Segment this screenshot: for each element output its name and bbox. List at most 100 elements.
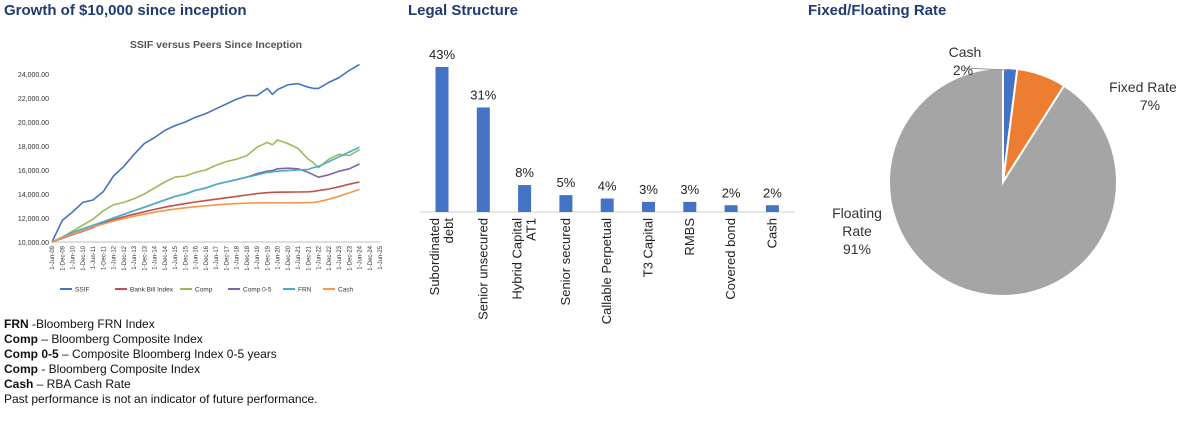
note-text: - Bloomberg Composite Index bbox=[38, 362, 201, 376]
bar-category-label: Hybrid CapitalAT1 bbox=[510, 218, 539, 300]
x-tick-label: 1-Dec-19 bbox=[265, 245, 271, 270]
x-tick-label: 1-Dec-09 bbox=[60, 245, 66, 270]
pie-label-percent: 2% bbox=[953, 62, 973, 78]
x-tick-label: 1-Jun-16 bbox=[194, 245, 200, 269]
x-tick-label: 1-Dec-10 bbox=[81, 245, 87, 270]
bar-category-label-line: Covered bond bbox=[723, 218, 738, 300]
bar-category-label: T3 Capital bbox=[641, 218, 656, 277]
y-tick-label: 12,000.00 bbox=[18, 216, 49, 223]
pie-label-percent: 91% bbox=[843, 241, 871, 257]
note-text: -Bloomberg FRN Index bbox=[28, 317, 155, 331]
bar-value-label: 2% bbox=[722, 185, 741, 200]
x-tick-label: 1-Dec-11 bbox=[101, 245, 107, 270]
pie-label-name: Floating bbox=[832, 205, 882, 221]
x-tick-label: 1-Dec-20 bbox=[286, 245, 292, 270]
x-tick-label: 1-Jun-10 bbox=[71, 245, 77, 269]
bar-value-label: 3% bbox=[639, 182, 658, 197]
note-text: – RBA Cash Rate bbox=[33, 377, 131, 391]
line-chart-title: SSIF versus Peers Since Inception bbox=[130, 39, 302, 51]
note-line: Comp - Bloomberg Composite Index bbox=[4, 362, 318, 377]
bar-senior-secured bbox=[559, 195, 573, 212]
bar-category-label-line: Callable Perpetual bbox=[599, 218, 614, 324]
bar-subordinated-debt bbox=[435, 67, 449, 212]
x-tick-label: 1-Dec-18 bbox=[245, 245, 251, 270]
note-line: Cash – RBA Cash Rate bbox=[4, 377, 318, 392]
legal-structure-bar-chart: 43% Subordinateddebt 31% Senior unsecured 8%… bbox=[420, 47, 795, 324]
note-text: – Composite Bloomberg Index 0-5 years bbox=[58, 347, 277, 361]
x-tick-label: 1-Dec-21 bbox=[306, 245, 312, 270]
y-tick-label: 10,000.00 bbox=[18, 240, 49, 247]
index-definitions-notes: FRN -Bloomberg FRN Index Comp – Bloomberg… bbox=[4, 317, 318, 407]
bar-value-label: 4% bbox=[598, 179, 617, 194]
pie-label-name: Rate bbox=[842, 223, 872, 239]
bar-category-label-line: RMBS bbox=[682, 218, 697, 256]
bar-hybrid-capital-at1 bbox=[518, 185, 532, 212]
bar-category-label-line: Senior unsecured bbox=[475, 218, 490, 320]
bar-value-label: 2% bbox=[763, 185, 782, 200]
x-tick-label: 1-Jun-11 bbox=[91, 245, 97, 269]
note-line: Comp 0-5 – Composite Bloomberg Index 0-5… bbox=[4, 347, 318, 362]
legend-label: Comp bbox=[195, 287, 213, 294]
bar-value-label: 31% bbox=[470, 87, 496, 102]
x-tick-label: 1-Jun-14 bbox=[153, 245, 159, 269]
x-tick-label: 1-Jun-17 bbox=[214, 245, 220, 269]
bar-category-label: Subordinateddebt bbox=[427, 218, 456, 296]
note-line: Past performance is not an indicator of … bbox=[4, 392, 318, 407]
legend-label: Cash bbox=[338, 287, 354, 294]
note-key: Comp bbox=[4, 362, 38, 376]
x-tick-label: 1-Dec-22 bbox=[327, 245, 333, 270]
note-key: Comp bbox=[4, 332, 38, 346]
note-key: FRN bbox=[4, 317, 29, 331]
bar-category-label: Cash bbox=[764, 218, 779, 248]
bar-category-label: Covered bond bbox=[723, 218, 738, 300]
x-tick-label: 1-Jun-18 bbox=[235, 245, 241, 269]
bar-category-label: Senior unsecured bbox=[475, 218, 490, 320]
pie-label-name: Cash bbox=[949, 44, 982, 60]
legend-label: Comp 0-5 bbox=[243, 287, 272, 294]
note-text: – Bloomberg Composite Index bbox=[38, 332, 203, 346]
bar-callable-perpetual bbox=[600, 198, 614, 212]
x-tick-label: 1-Jun-15 bbox=[173, 245, 179, 269]
y-tick-label: 20,000.00 bbox=[18, 120, 49, 127]
bar-rmbs bbox=[683, 201, 697, 212]
y-tick-label: 24,000.00 bbox=[18, 72, 49, 79]
x-tick-label: 1-Jun-13 bbox=[132, 245, 138, 269]
fixed-floating-section-title: Fixed/Floating Rate bbox=[808, 2, 947, 19]
bar-category-label-line: Subordinated bbox=[427, 218, 442, 295]
bar-category-label-line: Hybrid Capital bbox=[510, 218, 525, 300]
legend-label: SSIF bbox=[75, 287, 89, 294]
bar-value-label: 3% bbox=[680, 182, 699, 197]
bar-value-label: 8% bbox=[515, 165, 534, 180]
bar-category-label: Senior secured bbox=[558, 218, 573, 305]
x-tick-label: 1-Jun-25 bbox=[378, 245, 384, 269]
growth-line-chart: SSIF versus Peers Since Inception 10,000.… bbox=[18, 39, 384, 294]
growth-section-title: Growth of $10,000 since inception bbox=[4, 2, 247, 19]
series-line-frn bbox=[51, 146, 360, 243]
x-tick-label: 1-Jun-24 bbox=[358, 245, 364, 269]
x-tick-label: 1-Jun-09 bbox=[50, 245, 56, 269]
cash-leader-line bbox=[964, 67, 1008, 71]
y-tick-label: 18,000.00 bbox=[18, 144, 49, 151]
bar-category-label: Callable Perpetual bbox=[599, 218, 614, 324]
bar-senior-unsecured bbox=[476, 107, 490, 212]
x-tick-label: 1-Jun-23 bbox=[337, 245, 343, 269]
x-tick-label: 1-Dec-15 bbox=[183, 245, 189, 270]
x-tick-label: 1-Dec-24 bbox=[368, 245, 374, 270]
pie-slice-floating-rate bbox=[888, 66, 1118, 297]
note-line: Comp – Bloomberg Composite Index bbox=[4, 332, 318, 347]
series-line-comp bbox=[51, 139, 360, 243]
note-text: Past performance is not an indicator of … bbox=[4, 392, 318, 406]
x-tick-label: 1-Jun-12 bbox=[112, 245, 118, 269]
bar-category-label-line: T3 Capital bbox=[641, 218, 656, 277]
bar-cash bbox=[765, 205, 779, 212]
bar-category-label: RMBS bbox=[682, 218, 697, 256]
x-tick-label: 1-Jun-22 bbox=[317, 245, 323, 269]
x-tick-label: 1-Jun-21 bbox=[296, 245, 302, 269]
pie-label-name: Fixed Rate bbox=[1109, 79, 1177, 95]
x-tick-label: 1-Dec-13 bbox=[142, 245, 148, 270]
series-line-ssif bbox=[51, 63, 360, 243]
bar-covered-bond bbox=[724, 205, 738, 212]
bar-category-label-line: debt bbox=[441, 218, 456, 244]
legend-label: Bank Bill Index bbox=[130, 287, 174, 294]
y-tick-label: 14,000.00 bbox=[18, 192, 49, 199]
